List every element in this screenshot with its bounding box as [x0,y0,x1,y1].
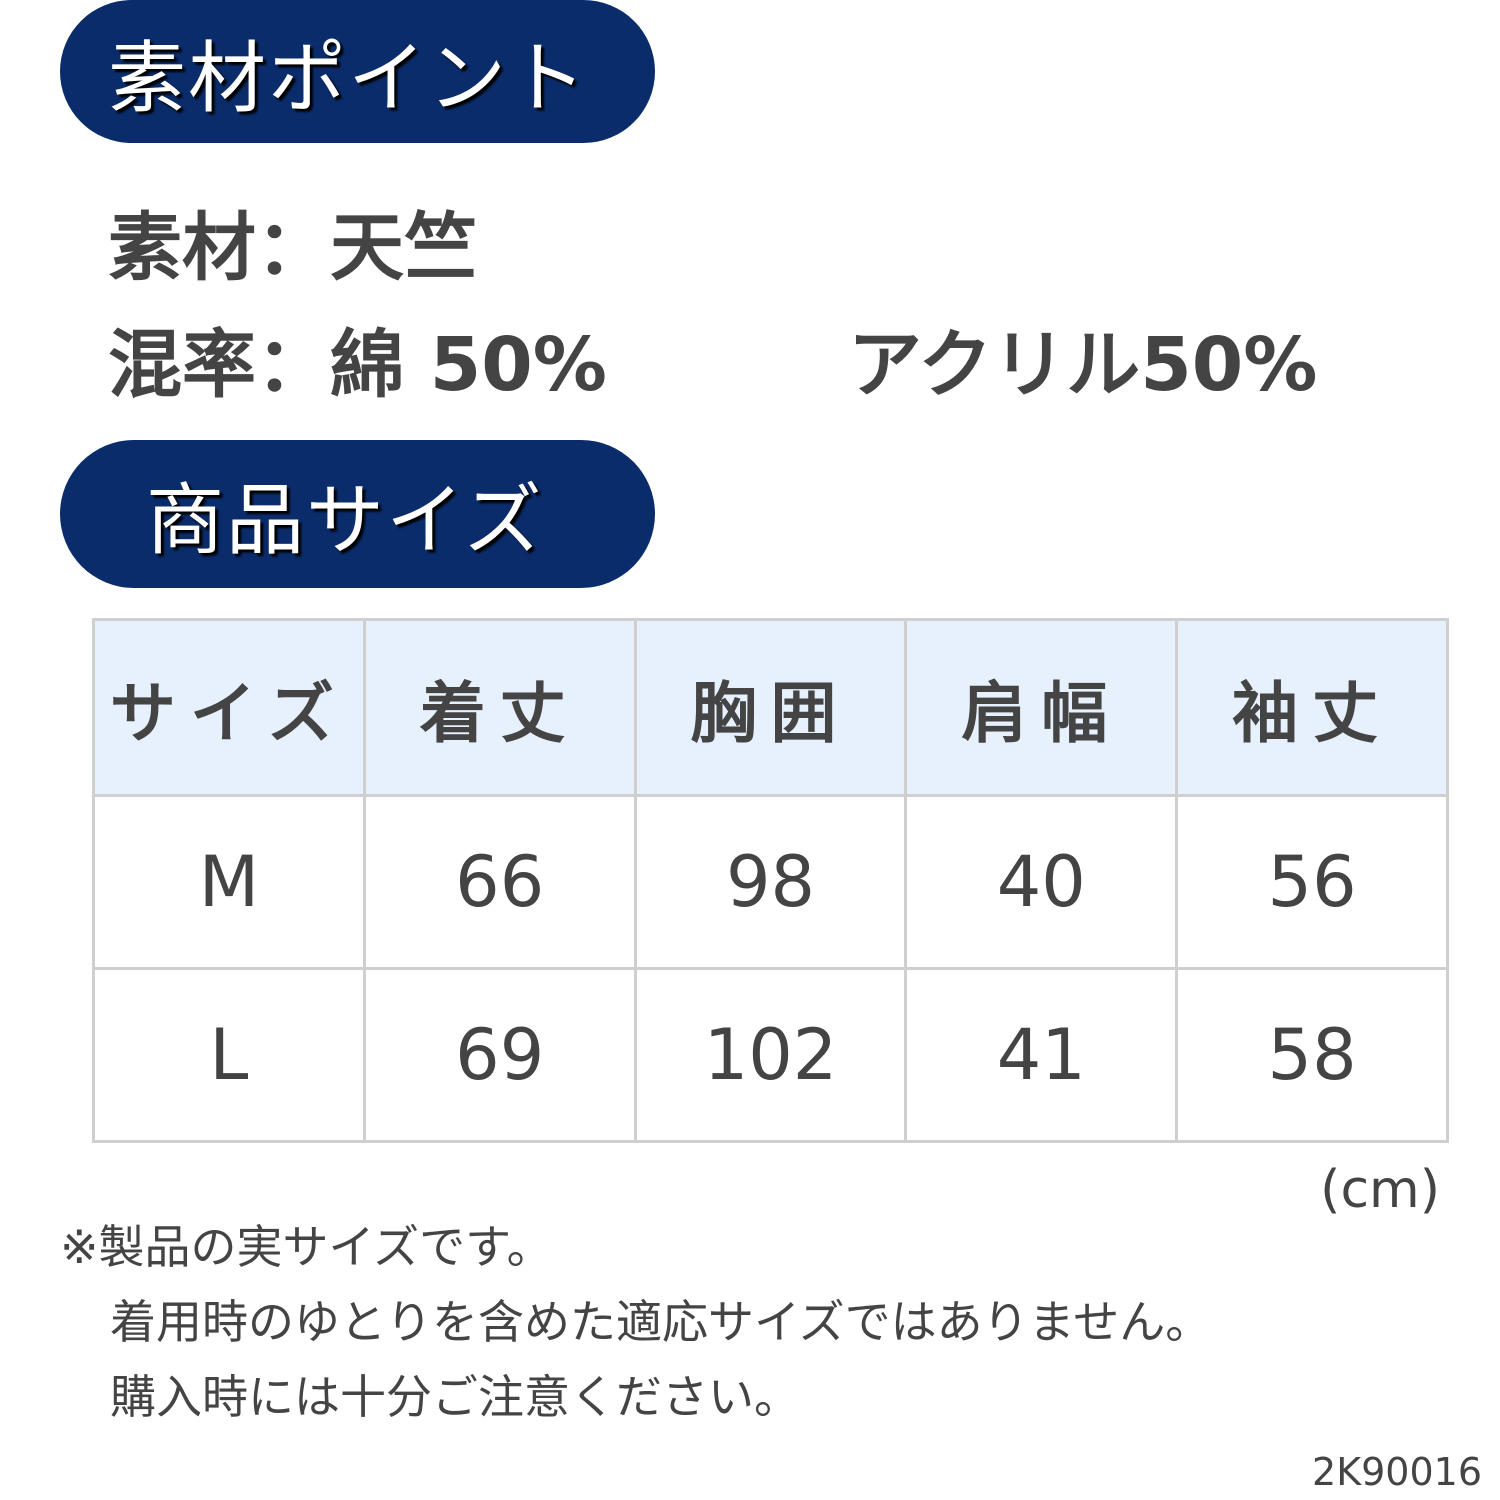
table-header-row: サイズ 着丈 胸囲 肩幅 袖丈 [92,618,1449,797]
table-row: L 69 102 41 58 [92,967,1449,1143]
cell: 58 [1175,967,1449,1143]
cell: L [92,967,366,1143]
note-line: 着用時のゆとりを含めた適応サイズではありません。 [110,1295,1212,1349]
cell: 40 [904,794,1179,970]
cell: 41 [904,967,1179,1143]
material-point-banner: 素材ポイント [60,0,655,143]
cell: 66 [362,794,637,970]
cell: 102 [633,967,908,1143]
notes: ※製品の実サイズです。 着用時のゆとりを含めた適応サイズではありません。 購入時… [60,1210,1211,1435]
blend-cotton: 混率：綿 50% [108,322,607,408]
cell: 98 [633,794,908,970]
header-sleeve: 袖丈 [1175,618,1449,797]
unit-label: (cm) [1320,1160,1440,1220]
note-line: ※製品の実サイズです。 [60,1220,553,1274]
blend-line: 混率：綿 50% アクリル50% [108,305,1317,412]
material-line: 素材：天竺 [108,205,478,291]
header-size: サイズ [92,618,366,797]
header-length: 着丈 [362,618,637,797]
table-row: M 66 98 40 56 [92,794,1449,970]
material-point-title: 素材ポイント [108,33,589,124]
cell: 69 [362,967,637,1143]
product-size-banner: 商品サイズ [60,440,655,588]
blend-acrylic: アクリル50% [848,322,1318,408]
cell: M [92,794,366,970]
note-line: 購入時には十分ご注意ください。 [110,1370,800,1424]
header-shoulder: 肩幅 [904,618,1179,797]
size-table: サイズ 着丈 胸囲 肩幅 袖丈 M 66 98 40 56 L 69 102 4… [92,618,1449,1143]
header-chest: 胸囲 [633,618,908,797]
product-code: 2K90016 [1312,1450,1482,1494]
cell: 56 [1175,794,1449,970]
product-size-title: 商品サイズ [146,476,544,566]
